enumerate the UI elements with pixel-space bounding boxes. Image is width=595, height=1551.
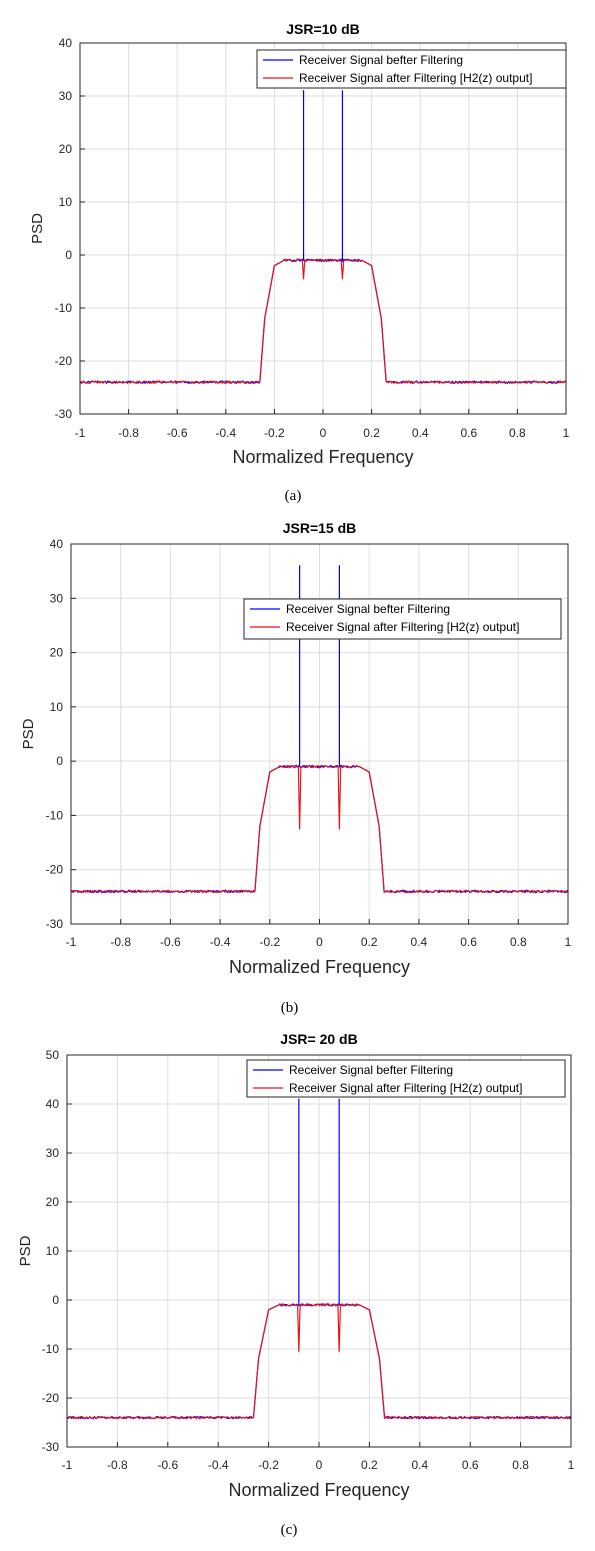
x-tick-label: 0.6 [460, 935, 477, 949]
y-tick-label: 40 [46, 1097, 60, 1111]
figure-caption: (a) [285, 488, 302, 504]
x-tick-label: -0.4 [215, 426, 236, 440]
x-tick-label: 0 [320, 426, 327, 440]
legend-entry-0: Receiver Signal befter Filtering [289, 1063, 453, 1077]
legend-entry-1: Receiver Signal after Filtering [H2(z) o… [286, 620, 519, 634]
y-axis-label: PSD [29, 213, 46, 244]
x-tick-label: 1 [563, 426, 570, 440]
x-tick-label: 0 [316, 1458, 323, 1472]
y-tick-label: -30 [42, 1440, 60, 1454]
x-tick-label: -0.2 [259, 935, 280, 949]
figure-caption: (c) [281, 1522, 298, 1538]
y-tick-label: 0 [52, 1293, 59, 1307]
y-tick-label: -10 [46, 808, 64, 822]
y-tick-label: 20 [50, 646, 64, 660]
x-tick-label: 1 [568, 1458, 575, 1472]
x-tick-label: -0.8 [118, 426, 139, 440]
y-axis-label: PSD [17, 1235, 34, 1266]
x-axis-label: Normalized Frequency [232, 447, 413, 467]
axes-box [79, 42, 567, 415]
legend-box [256, 49, 567, 89]
y-tick-label: 30 [59, 89, 73, 103]
x-tick-label: 0.2 [363, 426, 380, 440]
axes-box [70, 543, 569, 925]
axes-box [66, 1054, 572, 1448]
x-tick-label: 0.6 [462, 1458, 479, 1472]
x-tick-label: -0.4 [210, 935, 231, 949]
x-tick-label: 0.8 [510, 935, 527, 949]
series-line-1 [79, 258, 567, 384]
y-tick-label: 0 [65, 248, 72, 262]
x-tick-label: 1 [565, 935, 572, 949]
y-tick-label: 10 [50, 700, 64, 714]
x-axis-label: Normalized Frequency [229, 957, 410, 977]
x-tick-label: -0.6 [160, 935, 181, 949]
x-axis-label: Normalized Frequency [228, 1480, 409, 1500]
x-tick-label: 0.6 [460, 426, 477, 440]
series-line-1 [66, 1303, 572, 1420]
y-tick-label: -20 [42, 1391, 60, 1405]
legend-entry-0: Receiver Signal befter Filtering [286, 602, 450, 616]
chart-title: JSR=10 dB [286, 21, 360, 37]
y-tick-label: 50 [46, 1048, 60, 1062]
x-tick-label: 0.2 [361, 1458, 378, 1472]
x-tick-label: 0.4 [411, 1458, 428, 1472]
y-tick-label: -30 [46, 917, 64, 931]
x-tick-label: -0.8 [107, 1458, 128, 1472]
chart-b: -1 -0.8 -0.6 -0.4 -0.2 0 0.2 0.4 0.6 0.8 1 -30 -20 -1… [20, 520, 572, 1016]
legend-entry-0: Receiver Signal befter Filtering [299, 53, 463, 67]
legend-box [246, 1059, 566, 1098]
y-tick-label: 40 [50, 537, 64, 551]
y-tick-label: -10 [55, 301, 73, 315]
legend-entry-1: Receiver Signal after Filtering [H2(z) o… [289, 1081, 522, 1095]
y-tick-label: 10 [46, 1244, 60, 1258]
legend-entry-1: Receiver Signal after Filtering [H2(z) o… [299, 71, 532, 85]
series-line-1 [70, 764, 569, 894]
y-tick-label: 20 [46, 1195, 60, 1209]
figure-caption: (b) [281, 1000, 299, 1016]
x-tick-label: -0.6 [167, 426, 188, 440]
x-tick-label: -0.4 [208, 1458, 229, 1472]
x-tick-label: 0.8 [509, 426, 526, 440]
y-tick-label: -30 [55, 407, 73, 421]
legend-box [243, 598, 562, 640]
x-tick-label: -0.8 [110, 935, 131, 949]
y-axis-label: PSD [20, 718, 37, 749]
y-tick-label: 20 [59, 142, 73, 156]
x-tick-label: -1 [66, 935, 77, 949]
chart-title: JSR= 20 dB [280, 1031, 357, 1047]
x-tick-label: 0.4 [412, 426, 429, 440]
y-tick-label: 10 [59, 195, 73, 209]
x-tick-label: 0 [316, 935, 323, 949]
x-tick-label: 0.2 [361, 935, 378, 949]
x-tick-label: -1 [75, 426, 86, 440]
y-tick-label: -10 [42, 1342, 60, 1356]
x-tick-label: -0.2 [264, 426, 285, 440]
y-tick-label: 30 [46, 1146, 60, 1160]
y-tick-label: 30 [50, 591, 64, 605]
chart-a: -1 -0.8 -0.6 -0.4 -0.2 0 0.2 0.4 0.6 0.8 1 -30 -20 -1… [29, 21, 570, 504]
x-tick-label: -0.6 [157, 1458, 178, 1472]
y-tick-label: 40 [59, 36, 73, 50]
y-tick-label: -20 [46, 863, 64, 877]
x-tick-label: -0.2 [258, 1458, 279, 1472]
y-tick-label: -20 [55, 354, 73, 368]
chart-title: JSR=15 dB [283, 520, 357, 536]
y-tick-label: 0 [56, 754, 63, 768]
x-tick-label: 0.8 [512, 1458, 529, 1472]
x-tick-label: -1 [62, 1458, 73, 1472]
x-tick-label: 0.4 [411, 935, 428, 949]
chart-c: -1 -0.8 -0.6 -0.4 -0.2 0 0.2 0.4 0.6 0.8 1 -30 -20 -1… [17, 1031, 575, 1538]
